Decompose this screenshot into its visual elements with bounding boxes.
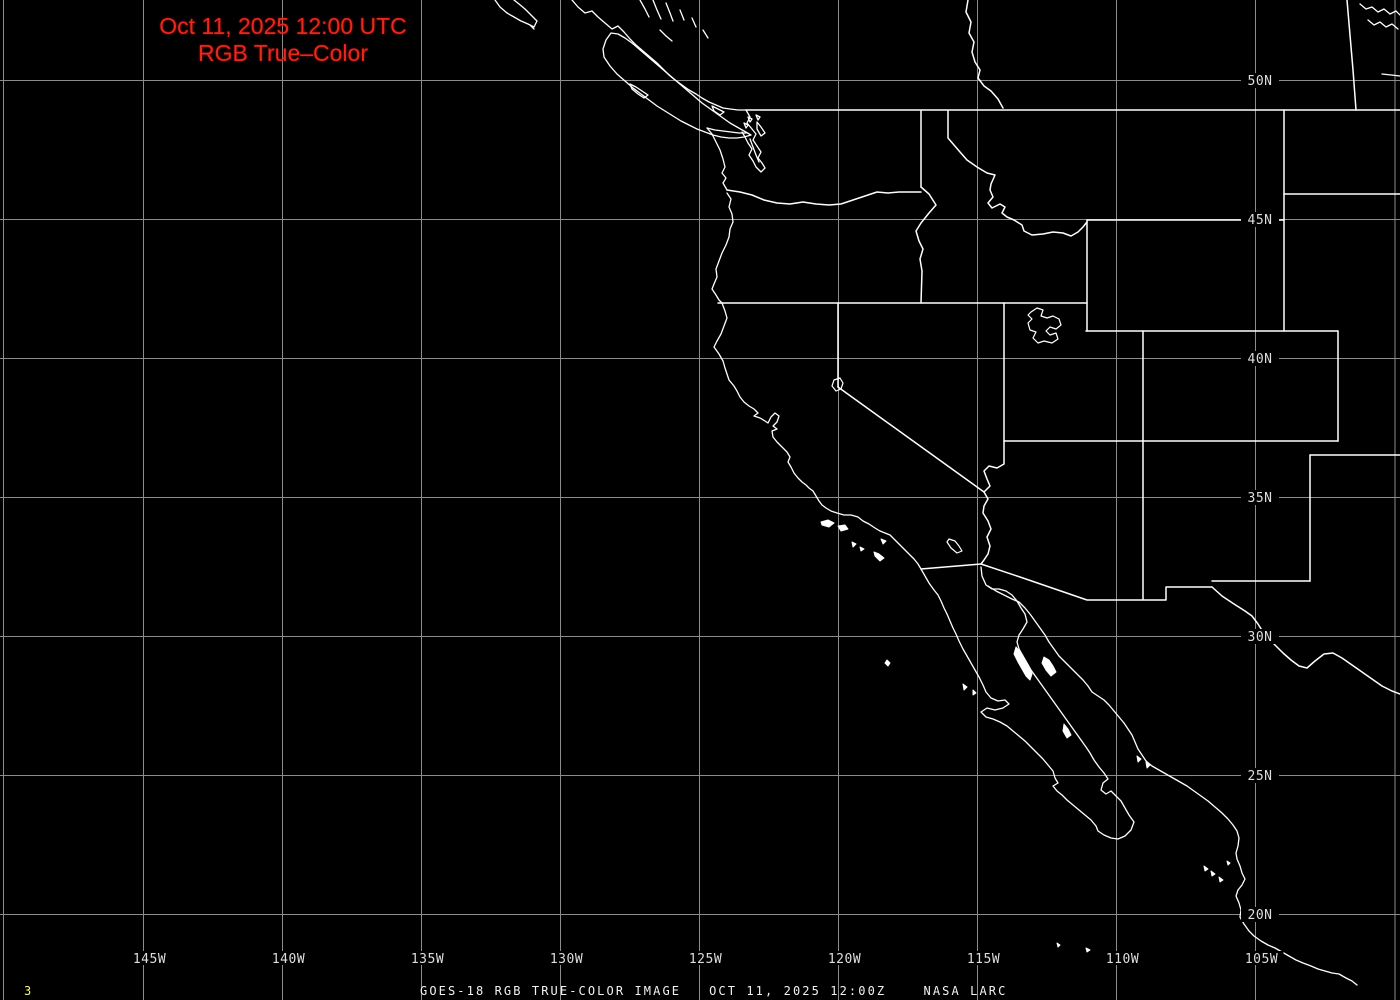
longitude-label: 110W: [1106, 952, 1139, 967]
borders-path: [915, 186, 937, 304]
grid-label-backing: [1241, 73, 1279, 88]
borders-path: [1211, 586, 1400, 695]
latitude-label: 20N: [1248, 908, 1273, 923]
coastlines-path: [706, 127, 1135, 840]
grid-label-backing: [1239, 951, 1284, 965]
borders-path: [965, 0, 1004, 109]
longitude-label: 105W: [1245, 952, 1278, 967]
borders-path: [947, 110, 1088, 237]
grid-label-backing: [405, 951, 450, 965]
coastlines-path: [1359, 3, 1400, 77]
title-datetime: Oct 11, 2025 12:00 UTC: [159, 13, 407, 39]
islands-path: [1013, 646, 1151, 769]
grid-label-backing: [1241, 907, 1279, 922]
grid-label-backing: [683, 951, 728, 965]
coastlines-path: [639, 0, 709, 42]
grid-label-backing: [544, 951, 589, 965]
longitude-label: 140W: [272, 952, 305, 967]
coastlines-path: [987, 585, 1358, 986]
coastlines-path: [743, 114, 761, 129]
borders-path: [980, 440, 1005, 565]
grid-label-backing: [127, 951, 172, 965]
grid-label-backing: [822, 951, 867, 965]
grid-label-backing: [961, 951, 1006, 965]
image-title: Oct 11, 2025 12:00 UTC RGB True–Color: [113, 13, 453, 67]
coastlines-path: [706, 127, 747, 134]
lakes-path: [831, 377, 844, 392]
borders-path: [980, 563, 1213, 601]
islands-path: [1203, 860, 1231, 883]
coastlines-path: [494, 0, 538, 30]
longitude-label: 125W: [689, 952, 722, 967]
longitude-label: 130W: [550, 952, 583, 967]
lakes-path: [1027, 307, 1062, 344]
latitude-label: 30N: [1248, 630, 1273, 645]
grid-label-backing: [1241, 351, 1279, 366]
longitude-label: 135W: [411, 952, 444, 967]
coastlines-path: [602, 32, 752, 139]
footer-caption: GOES-18 RGB TRUE-COLOR IMAGE OCT 11, 202…: [420, 984, 1008, 998]
latitude-label: 35N: [1248, 491, 1273, 506]
coastlines-path: [571, 0, 747, 111]
borders-path: [837, 386, 985, 493]
latitude-label: 45N: [1248, 213, 1273, 228]
latitude-label: 50N: [1248, 74, 1273, 89]
borders-path: [726, 189, 922, 206]
longitude-label: 145W: [133, 952, 166, 967]
latitude-label: 25N: [1248, 769, 1273, 784]
longitude-label: 115W: [967, 952, 1000, 967]
islands-path: [820, 519, 887, 562]
grid-label-backing: [1100, 951, 1145, 965]
lakes-path: [946, 538, 963, 554]
longitude-label: 120W: [828, 952, 861, 967]
grid-label-backing: [1241, 490, 1279, 505]
coastlines-path: [749, 138, 760, 163]
grid-label-backing: [1241, 212, 1279, 227]
latitude-label: 40N: [1248, 352, 1273, 367]
islands-path: [1056, 942, 1091, 953]
coastlines-path: [741, 109, 766, 173]
islands-path: [962, 683, 977, 696]
borders-path: [1346, 0, 1357, 111]
title-product: RGB True–Color: [197, 40, 368, 66]
grid-label-backing: [1241, 768, 1279, 783]
frame-number: 3: [24, 984, 32, 998]
islands-path: [884, 659, 891, 667]
borders-path: [920, 563, 982, 570]
coastlines-path: [629, 83, 725, 116]
coastlines-path: [756, 121, 766, 137]
grid-label-backing: [1241, 629, 1279, 644]
grid-label-backing: [266, 951, 311, 965]
